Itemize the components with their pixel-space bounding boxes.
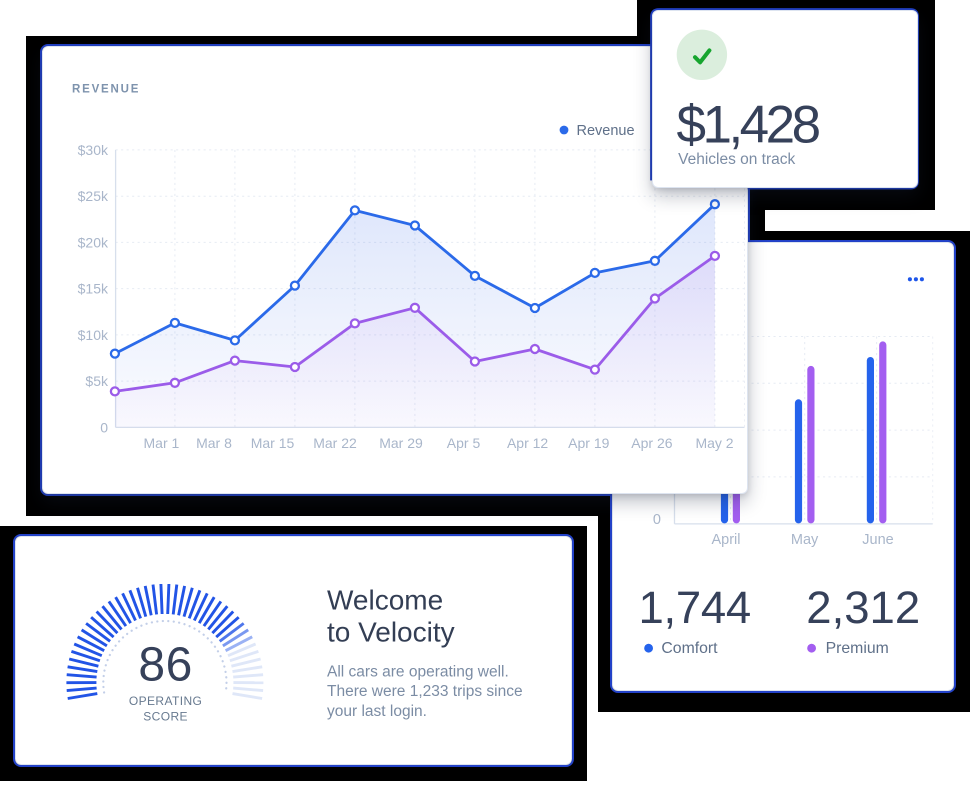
svg-text:to Velocity: to Velocity [327, 617, 455, 648]
svg-text:$20k: $20k [78, 234, 109, 250]
svg-text:Mar 8: Mar 8 [196, 435, 232, 451]
svg-text:Mar 22: Mar 22 [313, 435, 357, 451]
svg-text:0: 0 [100, 419, 108, 435]
svg-text:Welcome: Welcome [327, 585, 443, 616]
svg-text:2,312: 2,312 [806, 582, 920, 633]
svg-text:Apr 12: Apr 12 [507, 435, 548, 451]
svg-text:All cars are operating well.: All cars are operating well. [327, 664, 509, 681]
svg-text:1,744: 1,744 [639, 582, 751, 633]
svg-text:Comfort: Comfort [661, 640, 718, 657]
svg-text:REVENUE: REVENUE [72, 83, 140, 95]
svg-text:$25k: $25k [78, 188, 109, 204]
svg-text:June: June [862, 532, 893, 548]
svg-text:Mar 15: Mar 15 [251, 435, 295, 451]
svg-text:$10k: $10k [78, 327, 109, 343]
svg-text:0: 0 [653, 512, 661, 528]
svg-text:$5k: $5k [85, 373, 109, 389]
svg-text:Mar 29: Mar 29 [379, 435, 423, 451]
svg-text:your last login.: your last login. [327, 703, 427, 720]
svg-text:$30k: $30k [78, 142, 109, 158]
svg-text:86: 86 [138, 639, 192, 692]
svg-text:May 2: May 2 [695, 435, 733, 451]
svg-text:Revenue: Revenue [577, 123, 635, 139]
svg-text:SCORE: SCORE [143, 710, 188, 724]
svg-text:April: April [711, 532, 740, 548]
svg-text:Apr 19: Apr 19 [568, 435, 609, 451]
svg-text:May: May [791, 532, 819, 548]
svg-text:Premium: Premium [826, 640, 889, 657]
svg-text:There were 1,233 trips since: There were 1,233 trips since [327, 683, 523, 700]
svg-text:OPERATING: OPERATING [129, 694, 202, 708]
svg-text:$15k: $15k [78, 281, 109, 297]
svg-text:Mar 1: Mar 1 [144, 435, 180, 451]
svg-text:Apr 5: Apr 5 [447, 435, 481, 451]
svg-text:$1,428: $1,428 [677, 96, 820, 155]
svg-text:Apr 26: Apr 26 [631, 435, 672, 451]
svg-text:Vehicles on track: Vehicles on track [678, 151, 795, 168]
